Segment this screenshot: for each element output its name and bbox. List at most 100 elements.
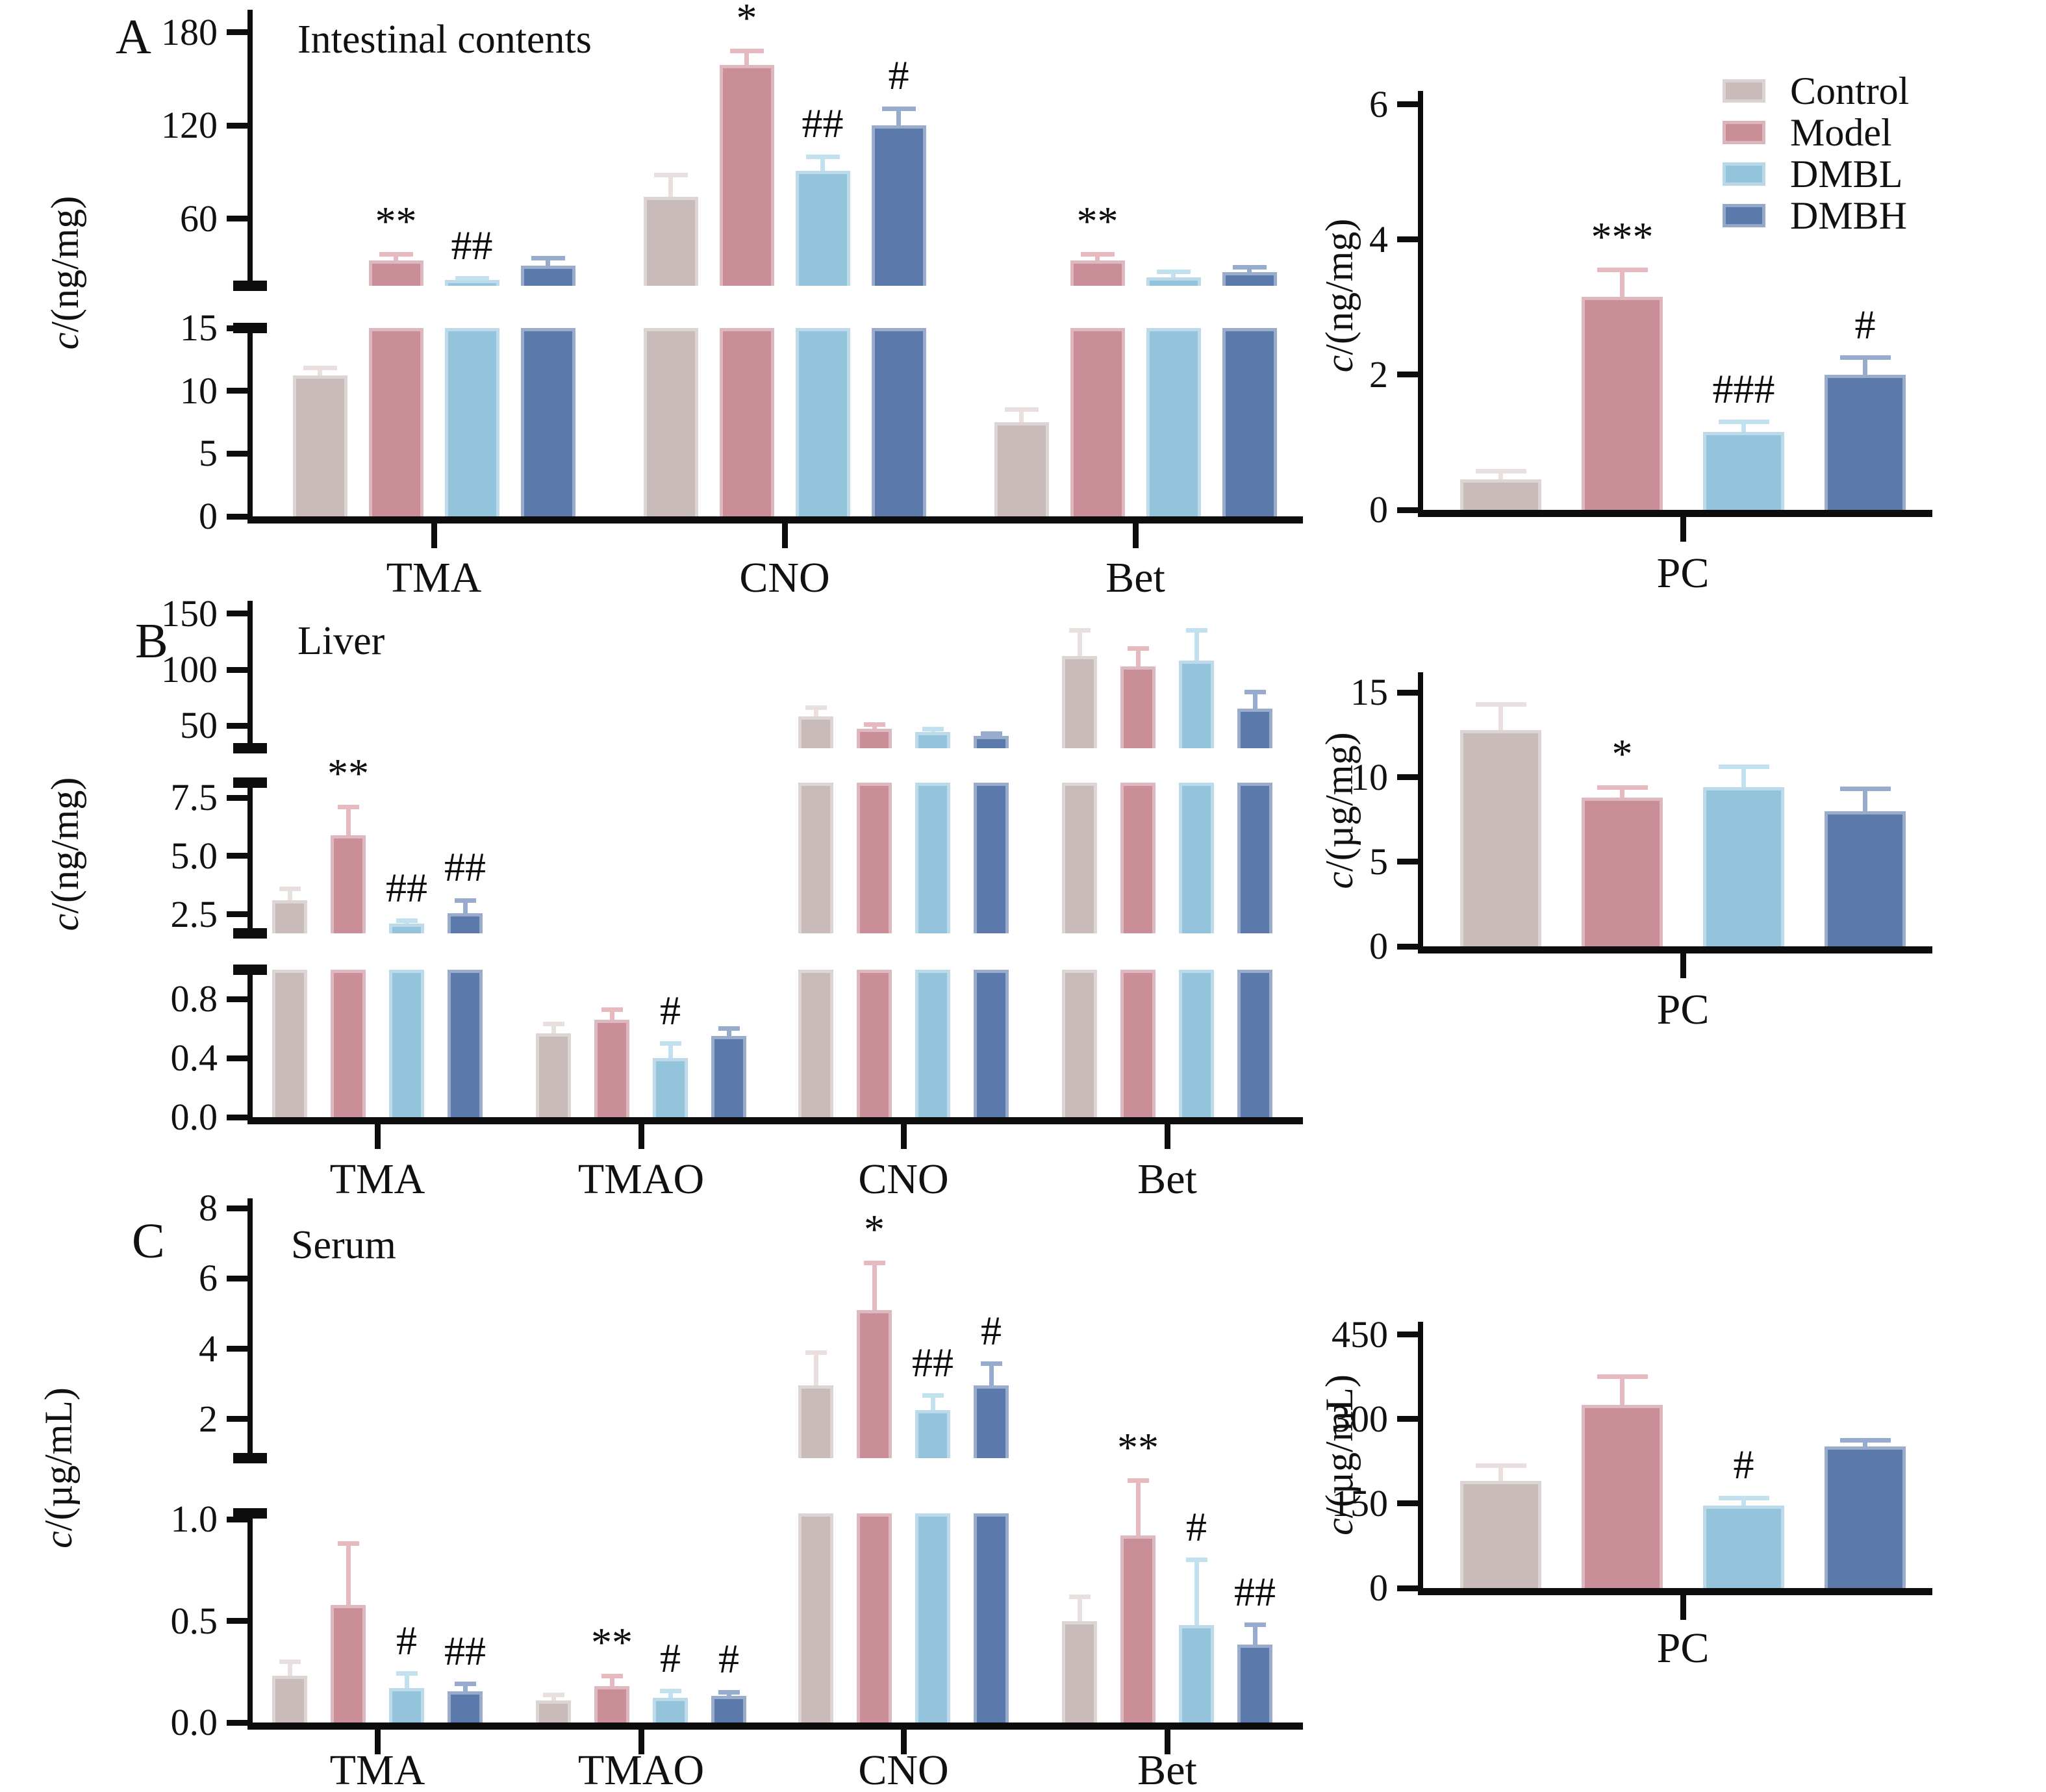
- bar-dmbl-cno: [795, 170, 850, 286]
- y-axis-tick: [227, 1416, 250, 1422]
- category-label-pc: PC: [1656, 986, 1710, 1033]
- y-axis-tick: [1397, 1585, 1421, 1591]
- bar-model-bet: [1120, 783, 1156, 933]
- error-cap-dmbl-tmao: [659, 1689, 681, 1694]
- legend-swatch-dmbl: [1723, 162, 1765, 186]
- axis-break-mark: [233, 743, 267, 753]
- bar-dmbl-pc: [1703, 432, 1784, 510]
- y-axis-tick-label: 0: [1369, 488, 1388, 531]
- bar-model-bet: [1070, 260, 1125, 286]
- error-bar-model-tmao: [609, 1009, 614, 1020]
- bar-dmbl-tmao: [653, 1058, 688, 1117]
- error-cap-model-cno: [863, 1260, 885, 1265]
- y-axis-tick-label: 180: [161, 10, 218, 53]
- bar-model-tmao: [594, 1685, 629, 1723]
- bar-dmbh-bet: [1237, 970, 1272, 1117]
- y-axis-segment: [247, 1198, 253, 1458]
- error-bar-model-pc: [1620, 787, 1624, 798]
- error-cap-control-pc: [1475, 469, 1526, 474]
- y-axis-tick: [1397, 236, 1421, 243]
- bar-model-tma: [331, 970, 366, 1117]
- significance-dmbl-tmao: #: [660, 987, 681, 1033]
- bar-dmbh-tma: [520, 265, 575, 286]
- panel-letter-a: A: [116, 10, 151, 64]
- significance-dmbl-pc: #: [1733, 1441, 1754, 1488]
- error-bar-control-pc: [1498, 471, 1503, 480]
- bar-dmbl-tma: [389, 1687, 424, 1723]
- bar-model-tma: [331, 835, 366, 933]
- bar-dmbl-tma: [389, 924, 424, 933]
- bar-dmbl-pc: [1703, 787, 1784, 946]
- y-axis-tick: [227, 722, 250, 729]
- panel-letter-c: C: [132, 1214, 165, 1268]
- error-cap-model-tma: [337, 1541, 359, 1546]
- significance-dmbl-cno: ##: [802, 100, 844, 147]
- y-axis-tick: [227, 388, 250, 394]
- bar-dmbh-cno: [974, 783, 1009, 933]
- error-cap-dmbl-pc: [1718, 764, 1769, 770]
- bar-model-tma: [368, 328, 423, 516]
- y-axis-label: c/(µg/mg): [1318, 732, 1361, 889]
- bar-control-tma: [272, 900, 307, 933]
- error-bar-dmbl-pc: [1741, 422, 1746, 433]
- significance-dmbl-pc: ###: [1712, 365, 1775, 412]
- significance-model-pc: ***: [1591, 213, 1654, 260]
- significance-model-cno: *: [736, 0, 757, 41]
- legend-item-dmbh: DMBH: [1723, 194, 1909, 237]
- panel-title-liver: Liver: [297, 619, 385, 663]
- category-label-cno: CNO: [858, 1155, 949, 1203]
- bar-dmbh-tma: [448, 1691, 483, 1723]
- significance-model-cno: *: [864, 1206, 885, 1253]
- y-axis-tick-label: 450: [1332, 1313, 1388, 1356]
- error-cap-dmbh-tma: [531, 256, 565, 261]
- y-axis-tick-label: 2: [1369, 353, 1388, 396]
- error-cap-control-pc: [1475, 1463, 1526, 1469]
- y-axis-tick-label: 5.0: [170, 834, 218, 877]
- y-axis-tick: [227, 1516, 250, 1522]
- significance-dmbl-tma: ##: [451, 221, 493, 268]
- bar-control-pc: [1460, 479, 1541, 510]
- y-axis-tick-label: 10: [180, 369, 218, 412]
- y-axis-tick: [227, 122, 250, 129]
- error-bar-dmbl-bet: [1194, 630, 1199, 661]
- significance-dmbh-pc: #: [1854, 301, 1876, 347]
- y-axis-segment: [247, 601, 253, 748]
- bar-dmbl-bet: [1179, 970, 1214, 1117]
- error-bar-dmbh-tma: [546, 258, 550, 266]
- error-bar-model-tmao: [609, 1676, 614, 1686]
- bar-dmbl-cno: [795, 328, 850, 516]
- bar-control-cno: [643, 328, 698, 516]
- bar-dmbh-pc: [1825, 1446, 1906, 1588]
- y-axis-tick: [227, 794, 250, 801]
- bar-model-cno: [857, 970, 892, 1117]
- error-cap-control-pc: [1475, 701, 1526, 707]
- error-cap-model-bet: [1127, 1478, 1149, 1483]
- y-axis-label: c/(µg/mL): [1318, 1374, 1361, 1535]
- y-axis-tick-label: 100: [161, 648, 218, 690]
- y-axis-tick: [1397, 1331, 1421, 1338]
- panel-title-intestinal-contents: Intestinal contents: [297, 18, 592, 62]
- x-axis-group-tick: [781, 524, 788, 548]
- error-bar-dmbh-bet: [1252, 692, 1257, 709]
- bar-control-cno: [643, 197, 698, 286]
- significance-dmbh-tmao: #: [718, 1635, 739, 1682]
- axis-break-mark: [233, 1508, 267, 1519]
- error-cap-dmbl-tma: [396, 1671, 418, 1676]
- y-axis-segment: [1418, 91, 1423, 510]
- y-axis-tick-label: 5: [199, 432, 218, 475]
- bar-dmbh-cno: [871, 328, 926, 516]
- error-cap-dmbh-cno: [881, 106, 916, 111]
- bar-model-cno: [857, 1310, 892, 1458]
- category-label-bet: Bet: [1137, 1155, 1197, 1203]
- y-axis-segment: [1418, 672, 1423, 946]
- error-bar-control-bet: [1019, 409, 1024, 422]
- bar-dmbl-pc: [1703, 1505, 1784, 1588]
- bar-control-pc: [1460, 729, 1541, 946]
- error-bar-control-pc: [1498, 704, 1503, 730]
- error-cap-control-cno: [653, 173, 688, 178]
- x-axis-line: [247, 1117, 1303, 1124]
- bar-control-tma: [272, 970, 307, 1117]
- axis-break-mark: [233, 777, 267, 788]
- y-axis-tick-label: 4: [1369, 218, 1388, 260]
